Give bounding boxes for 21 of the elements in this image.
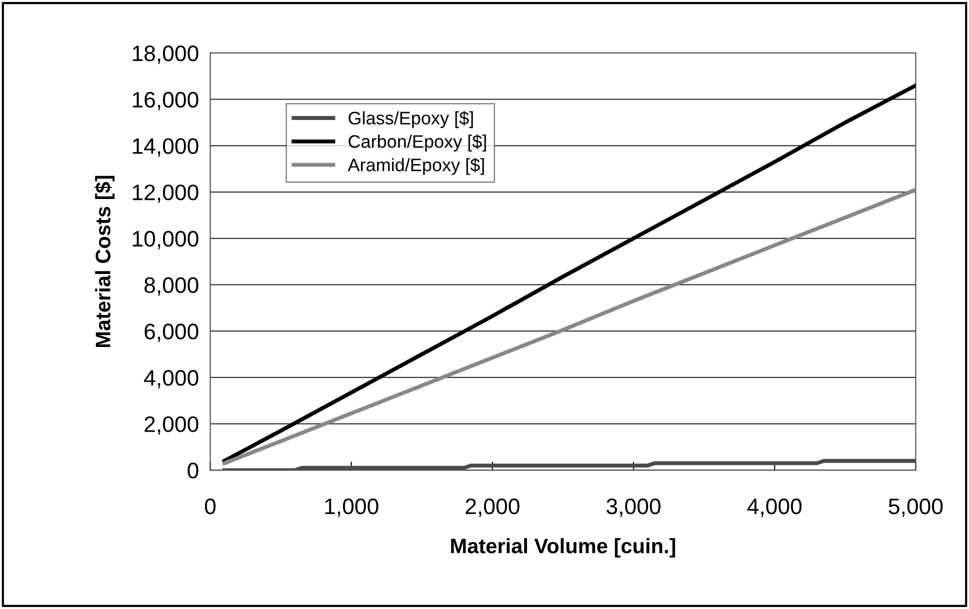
y-tick-label: 10,000 (132, 230, 198, 250)
y-tick-label: 6,000 (144, 324, 198, 342)
legend-label: Glass/Epoxy [$] (348, 110, 473, 128)
y-tick-label: 18,000 (132, 46, 198, 64)
legend-label: Aramid/Epoxy [$] (348, 158, 484, 175)
y-tick-label: 16,000 (132, 92, 198, 110)
x-tick-label: 2,000 (466, 498, 520, 517)
y-tick-label: 4,000 (144, 370, 198, 388)
y-tick-label: 12,000 (132, 184, 198, 203)
x-tick-label: 3,000 (606, 498, 660, 517)
y-tick-label: 8,000 (144, 277, 198, 296)
x-axis-title: Material Volume [cuin.] (451, 538, 676, 558)
x-tick-label: 4,000 (747, 498, 802, 517)
y-tick-label: 0 (188, 462, 198, 478)
y-tick-label: 2,000 (144, 416, 198, 435)
x-tick-label: 0 (204, 498, 216, 514)
x-tick-label: 5,000 (888, 498, 943, 517)
y-tick-label: 14,000 (132, 138, 198, 157)
y-axis-title: Material Costs [$] (94, 176, 115, 347)
x-tick-label: 1,000 (325, 498, 378, 517)
legend-label: Carbon/Epoxy [$] (348, 134, 486, 152)
